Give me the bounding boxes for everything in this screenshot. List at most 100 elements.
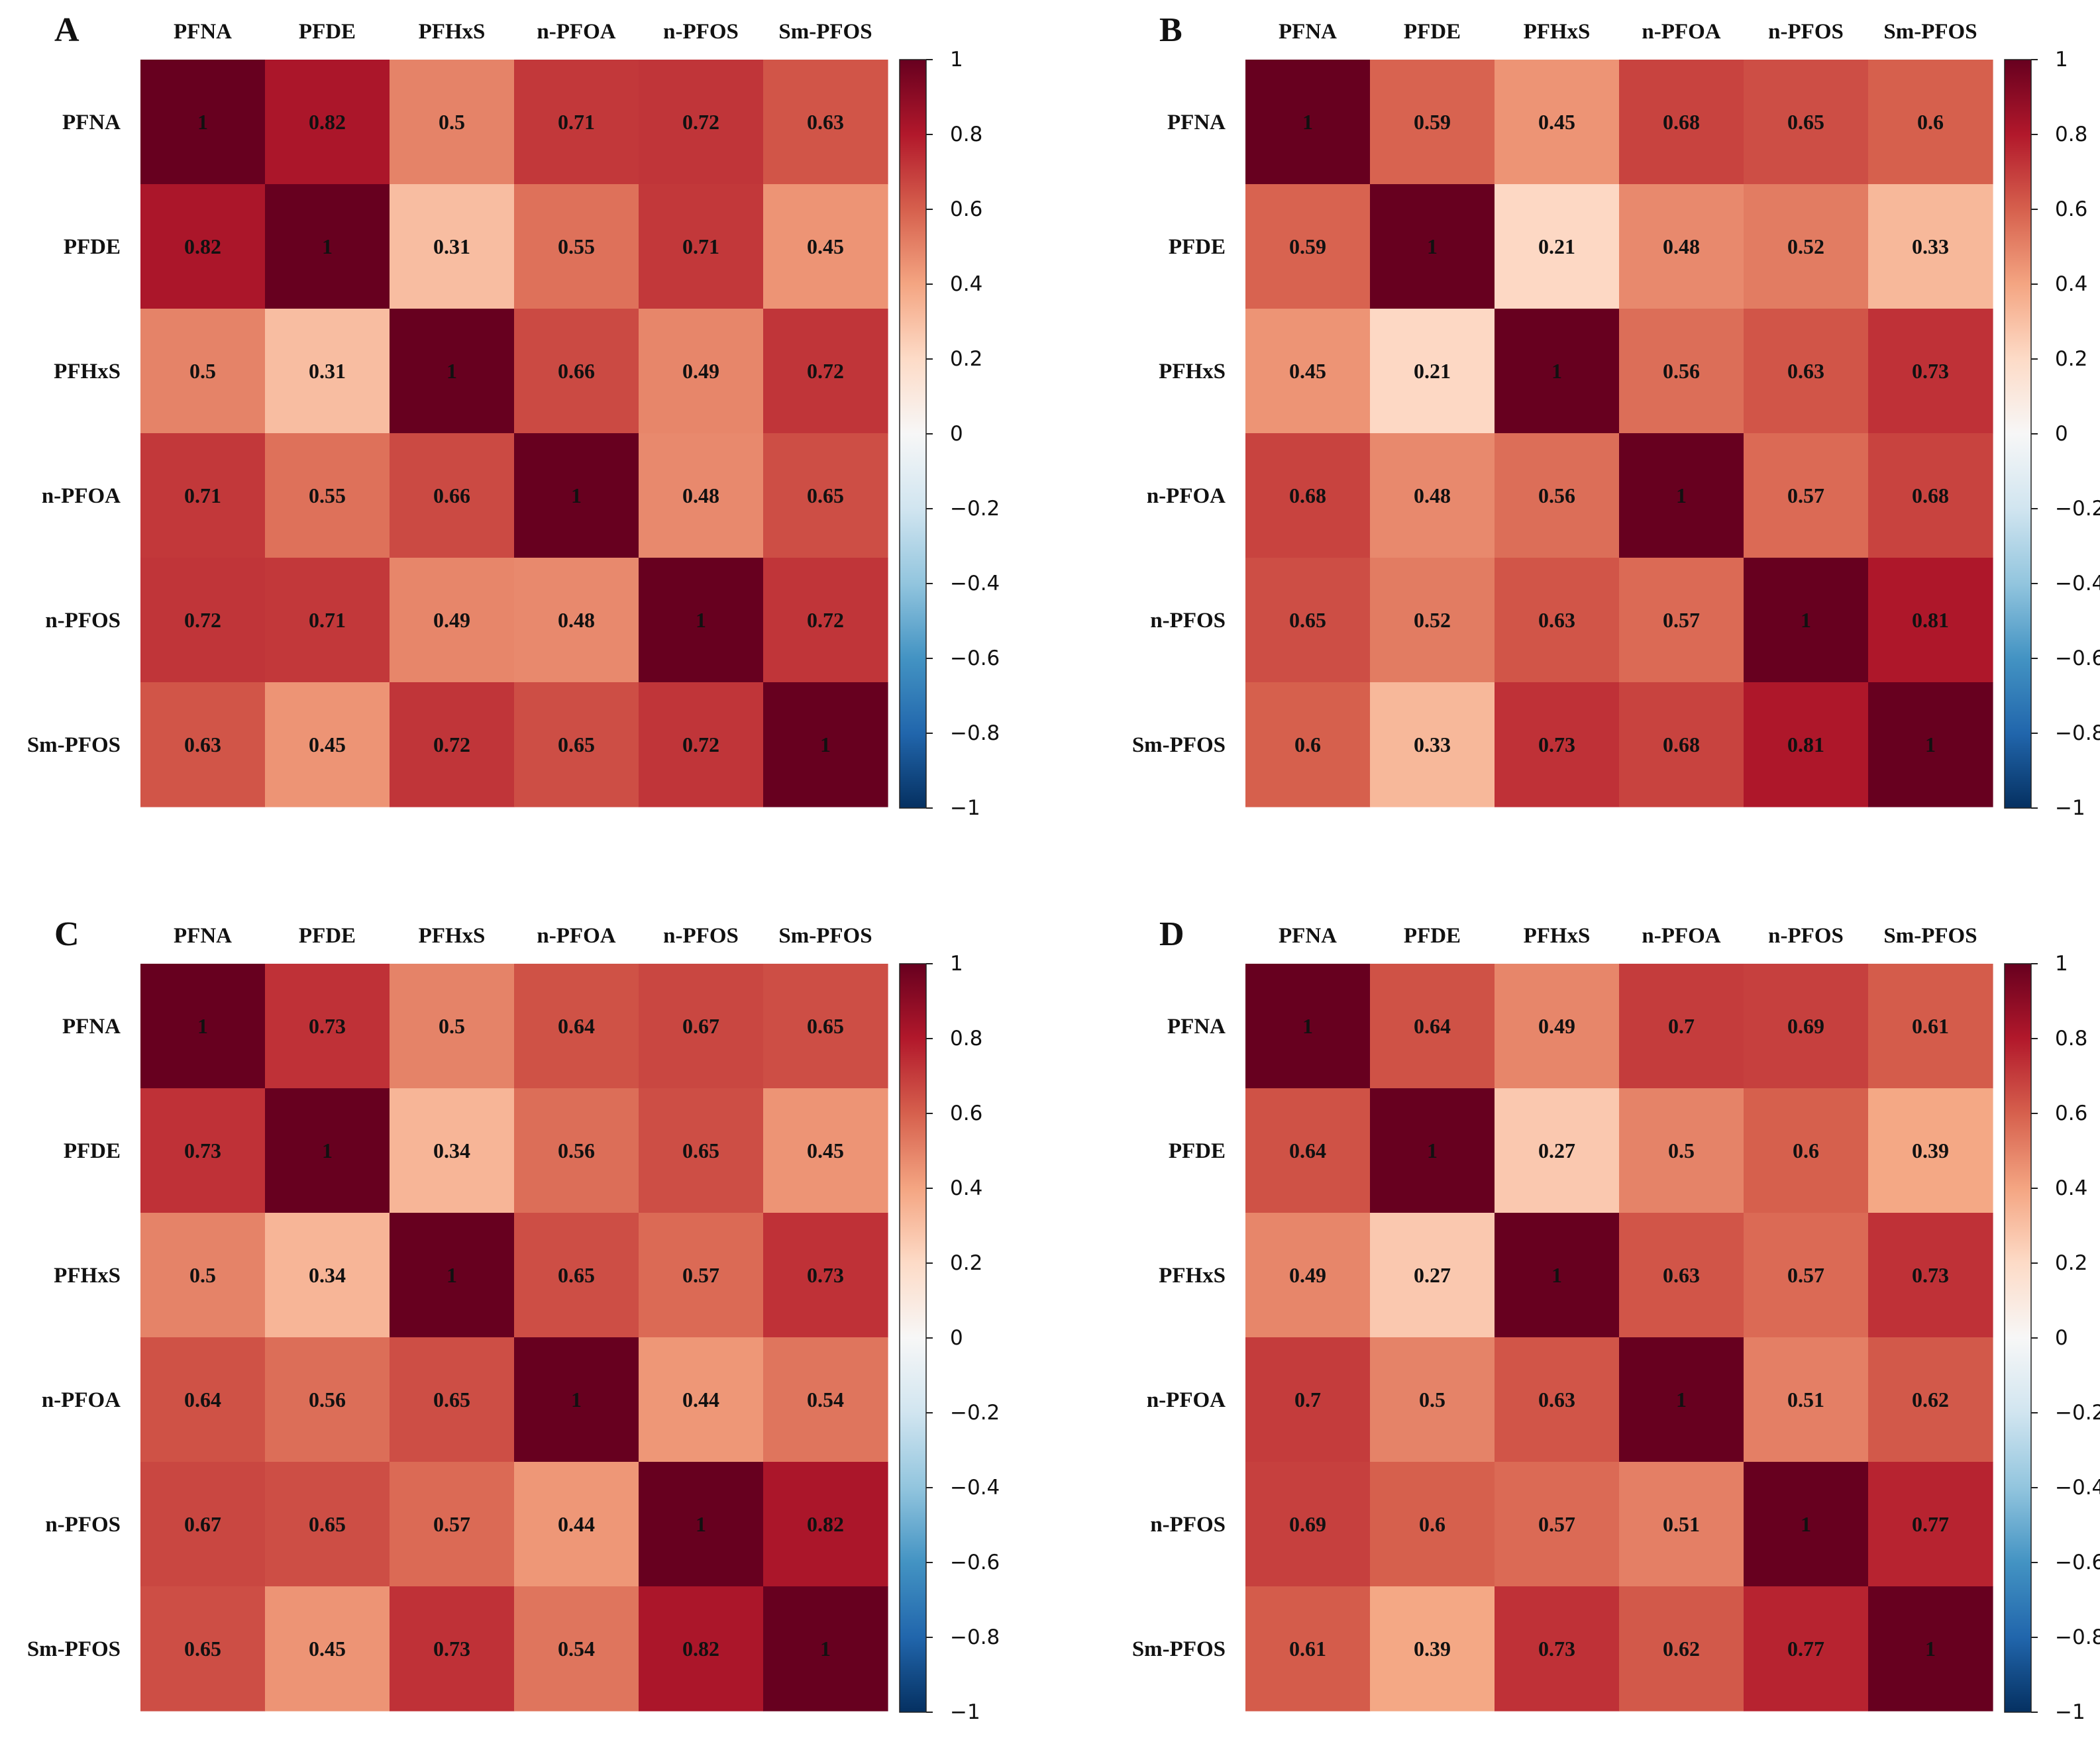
cell-value-label: 0.71 xyxy=(309,608,346,632)
row-label: PFDE xyxy=(64,235,121,259)
colorbar-tick-label: 0.4 xyxy=(950,1176,982,1200)
cell-value-label: 0.72 xyxy=(682,733,719,756)
heatmap-panel-A: A 1 0.82 0.5 0.71 0.72 0.63 0.82 1 0.31 0.55 0.71 0.… xyxy=(27,11,1000,820)
heatmap-cell xyxy=(1868,682,1993,807)
heatmap-cell xyxy=(1619,682,1744,807)
cell-value-label: 0.65 xyxy=(558,733,595,756)
heatmap-cell xyxy=(1619,1088,1744,1213)
heatmap-cell xyxy=(1245,1213,1371,1338)
heatmap-cell xyxy=(1744,1213,1869,1338)
colorbar-tick-label: −0.6 xyxy=(950,646,1000,670)
heatmap-cell xyxy=(390,309,515,434)
cell-value-label: 1 xyxy=(1427,234,1438,258)
row-label: PFNA xyxy=(62,1015,121,1039)
heatmap-cell xyxy=(639,184,764,309)
heatmap-cell xyxy=(1370,309,1495,434)
cell-value-label: 0.5 xyxy=(189,1263,216,1287)
heatmap-cell xyxy=(639,433,764,558)
row-label: PFNA xyxy=(1167,111,1226,134)
heatmap-panel-D: D1 0.64 0.49 0.7 0.69 0.610.64 1 0.27 0.5 0.6 0.39… xyxy=(1132,915,2100,1724)
heatmap-cell xyxy=(763,184,888,309)
colorbar-tick-label: 0 xyxy=(950,1326,963,1350)
cell-value-label: 1 xyxy=(1925,733,1936,756)
heatmap-cell xyxy=(1370,1337,1495,1462)
heatmap-cell xyxy=(514,558,639,683)
cell-value-label: 0.65 xyxy=(558,1263,595,1287)
cell-value-label: 0.65 xyxy=(1787,110,1824,134)
colorbar-tick-label: −0.4 xyxy=(950,572,1000,595)
column-label: PFDE xyxy=(299,20,356,44)
heatmap-cell xyxy=(390,184,515,309)
heatmap-cell xyxy=(763,682,888,807)
heatmap-cell xyxy=(1495,964,1620,1089)
colorbar-tick-label: 0 xyxy=(2055,1326,2068,1350)
colorbar-tick-label: 0.4 xyxy=(2055,272,2087,296)
cell-value-label: 1 xyxy=(1676,1388,1687,1411)
cell-value-label: 0.63 xyxy=(1538,1388,1575,1411)
heatmap-cell xyxy=(140,60,266,185)
cell-value-label: 0.48 xyxy=(558,608,595,632)
cell-value-label: 0.68 xyxy=(1289,484,1326,507)
cell-value-label: 1 xyxy=(696,608,706,632)
column-label: n-PFOA xyxy=(1642,924,1720,948)
heatmap-cell xyxy=(1744,433,1869,558)
heatmap-cell xyxy=(1619,309,1744,434)
heatmap-cell xyxy=(1619,1213,1744,1338)
row-label: PFHxS xyxy=(54,360,121,384)
cell-value-label: 0.21 xyxy=(1414,359,1451,383)
cell-value-label: 0.5 xyxy=(1419,1388,1445,1411)
cell-value-label: 0.6 xyxy=(1419,1512,1445,1536)
heatmap-cell xyxy=(1868,433,1993,558)
heatmap-cell xyxy=(763,309,888,434)
colorbar: 1 0.8 0.6 0.4 0.2 0 −0.2 −0.4 −0.6 −0.8 −1 xyxy=(899,48,1000,820)
cell-value-label: 0.57 xyxy=(1538,1512,1575,1536)
heatmap-cell xyxy=(390,1088,515,1213)
colorbar-tick-label: −1 xyxy=(2055,796,2085,820)
heatmap-cell xyxy=(1744,1586,1869,1712)
heatmap-cell xyxy=(514,1213,639,1338)
heatmap-cell xyxy=(265,309,390,434)
colorbar-tick-label: −0.4 xyxy=(2055,572,2100,595)
row-label: n-PFOA xyxy=(1147,1388,1226,1412)
cell-value-label: 0.63 xyxy=(184,733,221,756)
heatmap-cell xyxy=(390,433,515,558)
heatmap-cell xyxy=(639,1462,764,1587)
column-label: n-PFOS xyxy=(1768,20,1844,44)
colorbar-tick-label: 0.6 xyxy=(950,197,982,221)
heatmap-cell xyxy=(639,1213,764,1338)
cell-value-label: 0.72 xyxy=(184,608,221,632)
cell-value-label: 0.7 xyxy=(1294,1388,1321,1411)
cell-value-label: 0.64 xyxy=(1414,1014,1451,1038)
heatmap-cell xyxy=(1619,964,1744,1089)
cell-value-label: 0.73 xyxy=(1912,1263,1949,1287)
heatmap-cell xyxy=(1245,964,1371,1089)
cell-value-label: 0.6 xyxy=(1793,1139,1819,1162)
cell-value-label: 1 xyxy=(1801,608,1811,632)
cell-value-label: 0.57 xyxy=(682,1263,719,1287)
colorbar-gradient xyxy=(2004,59,2032,809)
colorbar-tick-label: −0.2 xyxy=(2055,1401,2100,1425)
cell-value-label: 0.81 xyxy=(1787,733,1824,756)
heatmap-cell xyxy=(265,1337,390,1462)
row-label: PFNA xyxy=(62,111,121,134)
heatmap-cell xyxy=(390,1462,515,1587)
colorbar-tick-label: −0.8 xyxy=(2055,1625,2100,1649)
column-label: PFHxS xyxy=(1524,20,1591,44)
colorbar-tick-label: 0.4 xyxy=(2055,1176,2087,1200)
row-label: PFDE xyxy=(1169,1139,1226,1163)
cell-value-label: 0.65 xyxy=(807,484,844,507)
cell-value-label: 1 xyxy=(1801,1512,1811,1536)
heatmap-cell xyxy=(1245,558,1371,683)
heatmap-cell xyxy=(763,964,888,1089)
heatmap-cell xyxy=(1245,1337,1371,1462)
colorbar-tick-label: 0.6 xyxy=(2055,197,2087,221)
heatmap-cell xyxy=(639,558,764,683)
cell-value-label: 0.65 xyxy=(682,1139,719,1162)
heatmap-cell xyxy=(1868,184,1993,309)
cell-value-label: 0.57 xyxy=(1787,1263,1824,1287)
heatmap-panel-B: B1 0.59 0.45 0.68 0.65 0.60.59 1 0.21 0.48 0.52 0.… xyxy=(1132,11,2100,820)
cell-value-label: 0.5 xyxy=(439,110,465,134)
colorbar-tick-label: 1 xyxy=(2055,48,2068,72)
column-label: PFNA xyxy=(174,20,232,44)
